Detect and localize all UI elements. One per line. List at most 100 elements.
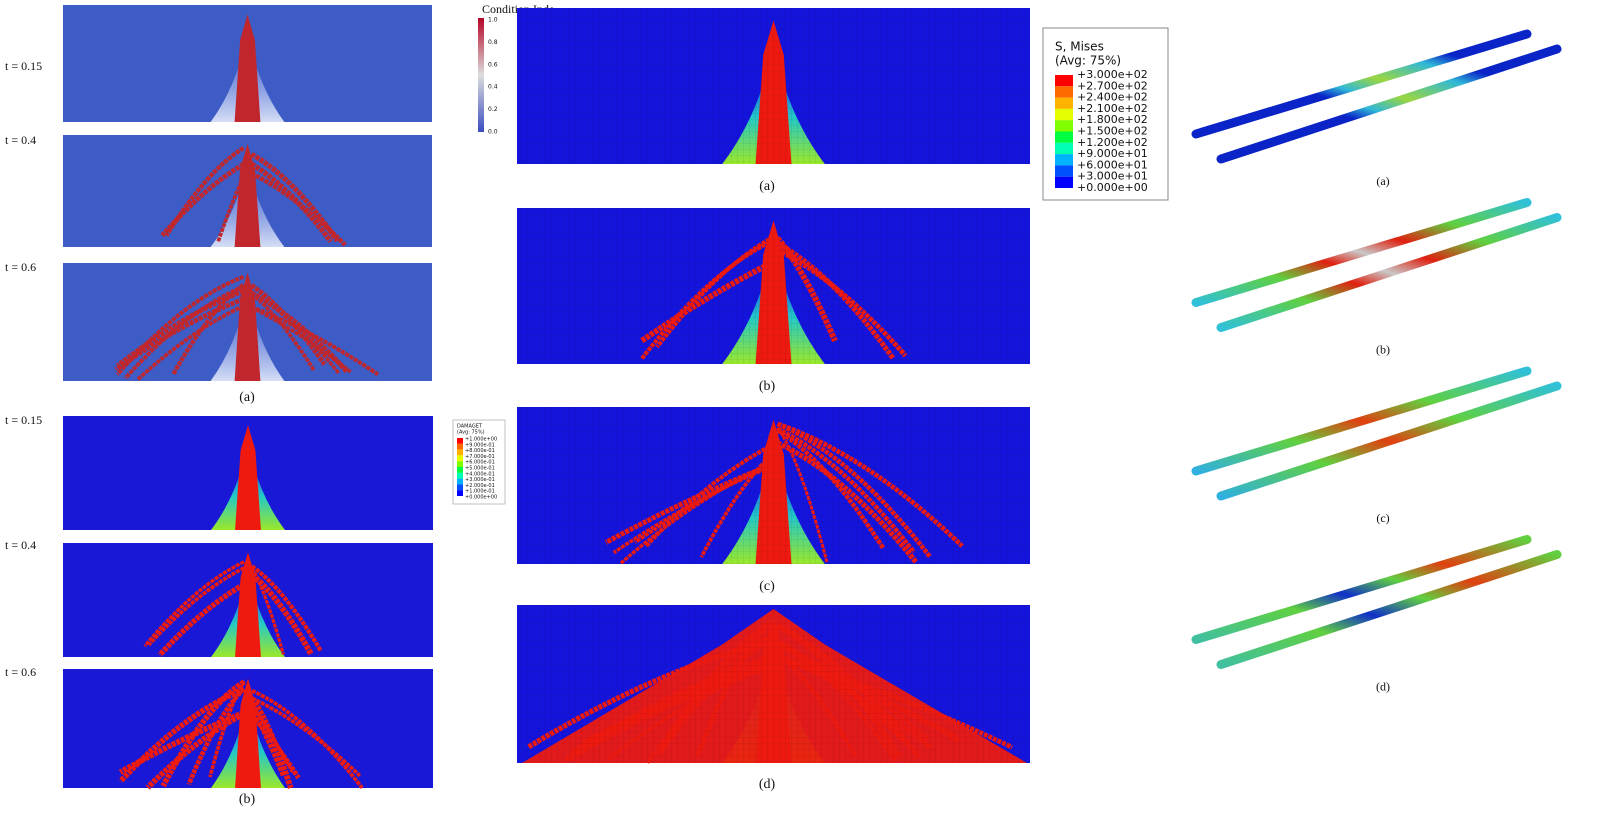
legend-swatch (457, 455, 463, 462)
legend-value: +9.000e+01 (1077, 147, 1148, 160)
crack-branch (135, 304, 245, 382)
legend-value: +1.000e-01 (465, 489, 495, 495)
legend-value: +6.000e-01 (465, 460, 495, 466)
legend-swatch (457, 443, 463, 450)
colorbar (478, 18, 484, 132)
caption: (b) (239, 792, 256, 807)
legend-title: S, Mises (1055, 40, 1104, 54)
colorbar-tick: 0.2 (488, 106, 498, 113)
mesh-overlay (517, 605, 1030, 763)
legend-value: +2.400e+02 (1077, 91, 1148, 104)
plume-core (235, 552, 261, 657)
legend-swatch (1055, 142, 1073, 155)
crack-branch (250, 305, 352, 374)
simulation-panel (63, 543, 433, 657)
legend-value: +5.000e-01 (465, 466, 495, 472)
crack-branch (145, 711, 246, 790)
crack-branch (251, 689, 364, 789)
colorbar-tick: 0.4 (488, 84, 498, 91)
crack-branch (164, 146, 245, 237)
caption: (d) (1376, 679, 1390, 693)
plume-core (234, 143, 261, 247)
legend-swatch (1055, 75, 1073, 87)
time-label: t = 0.4 (5, 538, 36, 552)
rod (1191, 535, 1532, 644)
time-label: t = 0.15 (5, 413, 42, 427)
crack-branch (143, 560, 245, 648)
plume-core (235, 678, 261, 788)
caption: (a) (759, 179, 775, 194)
simulation-panel (63, 5, 432, 122)
legend-swatch (457, 461, 463, 467)
rod (1216, 550, 1562, 669)
legend-value: +0.000e+00 (465, 495, 497, 501)
crack-branch (115, 274, 245, 376)
legend-swatch (457, 472, 463, 479)
legend-swatch (1055, 120, 1073, 132)
legend-value: +1.800e+02 (1077, 113, 1148, 126)
legend-value: +3.000e+02 (1077, 68, 1148, 81)
legend-swatch (457, 478, 463, 485)
colorbar-tick: 1.0 (488, 17, 498, 24)
simulation-panel (63, 263, 432, 382)
legend-swatch (457, 490, 463, 496)
simulation-panel (63, 135, 432, 247)
caption: (d) (759, 777, 776, 792)
legend-value: +1.000e+00 (465, 437, 497, 443)
colorbar-tick: 0.0 (488, 129, 498, 136)
simulation-panel (517, 8, 1030, 165)
legend-swatch (457, 484, 463, 491)
legend-swatch (457, 467, 463, 473)
simulation-panel (517, 407, 1030, 565)
legend-value: +3.000e+01 (1077, 170, 1148, 183)
legend-value: +9.000e-01 (465, 442, 495, 448)
time-label: t = 0.4 (5, 133, 36, 147)
legend-value: +1.500e+02 (1077, 125, 1148, 138)
legend-value: +3.000e-01 (465, 477, 495, 483)
legend-swatch (1055, 176, 1073, 188)
colorbar-tick: 0.8 (488, 39, 498, 46)
legend-value: +2.100e+02 (1077, 102, 1148, 115)
simulation-panel (63, 416, 433, 530)
time-label: t = 0.6 (5, 665, 36, 679)
crack-branch (147, 566, 245, 647)
caption: (a) (239, 390, 255, 405)
crack-branch (250, 171, 347, 247)
rod (1216, 213, 1562, 332)
legend-value: +6.000e+01 (1077, 158, 1148, 171)
plume-core (235, 425, 261, 530)
crack-branch (250, 564, 323, 653)
legend-subtitle: (Avg: 75%) (1055, 54, 1121, 68)
legend-value: +0.000e+00 (1077, 181, 1148, 194)
legend-subtitle: (Avg: 75%) (457, 430, 485, 436)
crack-branch (250, 290, 350, 374)
legend-swatch (1055, 165, 1073, 177)
crack-branch (116, 288, 245, 368)
mesh-overlay (517, 407, 1030, 564)
crack-branch (157, 582, 246, 657)
legend-title: DAMAGET (457, 424, 483, 430)
rod (1216, 44, 1562, 164)
legend-swatch (1055, 154, 1073, 166)
caption: (c) (1376, 511, 1389, 525)
crack-branch (118, 686, 246, 784)
rod (1216, 381, 1562, 501)
plume-core (234, 14, 261, 122)
legend-value: +8.000e-01 (465, 448, 495, 454)
colorbar-tick: 0.6 (488, 61, 498, 68)
crack-branch (251, 696, 362, 778)
crack-branch (250, 572, 314, 657)
simulation-panel (63, 669, 433, 790)
legend-value: +4.000e-01 (465, 471, 495, 477)
mesh-overlay (517, 8, 1030, 164)
simulation-panel (517, 208, 1030, 364)
legend-value: +1.200e+02 (1077, 136, 1148, 149)
legend-swatch (457, 438, 463, 444)
rod (1191, 366, 1532, 476)
rod (1191, 29, 1532, 139)
caption: (a) (1376, 174, 1389, 188)
legend-value: +7.000e-01 (465, 454, 495, 460)
legend-swatch (1055, 86, 1073, 98)
